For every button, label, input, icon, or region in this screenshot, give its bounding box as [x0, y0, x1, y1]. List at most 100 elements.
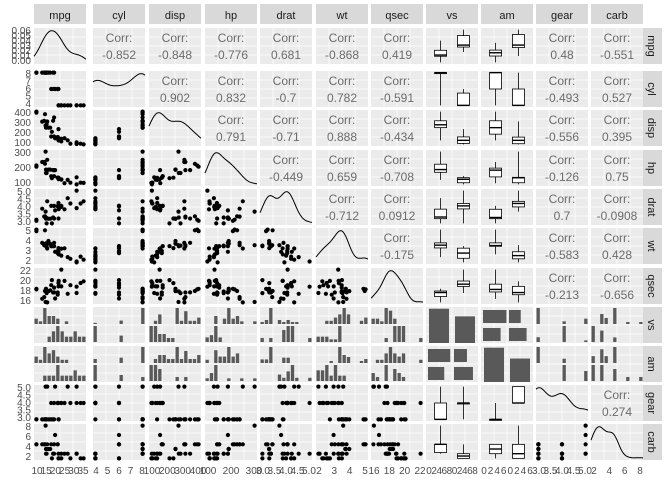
scatter-point: [344, 296, 349, 301]
histogram-bar: [282, 357, 286, 363]
x-tick-label: 300: [246, 466, 263, 477]
histogram-bar: [56, 365, 60, 381]
scatter-point: [65, 255, 70, 260]
y-tick-label: 8: [25, 69, 31, 80]
scatter-point: [281, 417, 286, 422]
scatter-point: [341, 384, 346, 389]
x-tick-label: 4: [494, 466, 500, 477]
scatter-point: [65, 177, 70, 182]
strip-right-gear: [640, 385, 662, 421]
scatter-point: [116, 283, 122, 288]
histogram-bar: [77, 336, 82, 342]
corr-label: Corr:: [273, 31, 300, 45]
scatter-point: [48, 167, 53, 172]
histogram-bar: [393, 353, 397, 363]
y-tick-label: 0.06: [12, 26, 32, 37]
scatter-point: [116, 400, 122, 406]
corr-value: -0.449: [269, 170, 303, 184]
scatter-point: [81, 103, 86, 108]
y-tick-label: 0.01: [12, 51, 32, 62]
scatter-point: [343, 286, 348, 291]
histogram-bar: [338, 314, 342, 324]
x-tick-label: 8: [637, 466, 643, 477]
scatter-point: [52, 174, 57, 179]
scatter-point: [93, 284, 98, 289]
x-tick-label: 6: [622, 466, 628, 477]
corr-value: -0.868: [325, 48, 359, 62]
scatter-point: [316, 384, 321, 389]
histogram-bar: [401, 353, 406, 363]
scatter-point: [212, 278, 217, 283]
scatter-point: [150, 283, 155, 288]
corr-value: -0.551: [600, 48, 634, 62]
histogram-bar: [73, 331, 77, 342]
scatter-point: [65, 103, 70, 108]
strip-top-wt: [316, 4, 368, 24]
histogram-bar: [119, 335, 123, 342]
scatter-point: [362, 417, 367, 422]
scatter-point: [207, 201, 212, 206]
histogram-bar: [158, 334, 162, 342]
scatter-point: [93, 138, 98, 143]
scatter-point: [215, 384, 220, 389]
corr-label: Corr:: [384, 231, 411, 245]
scatter-point: [56, 207, 61, 212]
scatter-point: [167, 221, 172, 226]
scatter-point: [323, 291, 328, 296]
histogram-bar: [56, 318, 60, 324]
scatter-point: [49, 442, 54, 447]
histogram-bar: [342, 308, 346, 324]
scatter-point: [157, 246, 162, 251]
scatter-point: [321, 400, 326, 406]
scatter-point: [43, 215, 49, 220]
scatter-point: [43, 209, 48, 214]
strip-right-carb: [640, 424, 662, 460]
scatter-point: [93, 188, 98, 193]
scatter-point: [40, 296, 45, 301]
histogram-bar: [231, 356, 235, 363]
y-tick-label: 0.04: [12, 36, 32, 47]
scatter-point: [279, 249, 284, 254]
scatter-point: [140, 246, 145, 251]
scatter-point: [59, 267, 64, 272]
boxplot-box: [489, 167, 502, 178]
scatter-point: [324, 400, 329, 406]
histogram-bar: [419, 338, 423, 342]
x-tick-label: 6: [116, 466, 122, 477]
scatter-point: [62, 400, 67, 406]
corr-value: -0.591: [380, 91, 414, 105]
histogram-bar: [209, 373, 214, 381]
scatter-point: [158, 181, 163, 186]
scatter-point: [396, 456, 401, 461]
histogram-bar: [325, 365, 329, 381]
scatter-point: [167, 244, 172, 249]
scatter-point: [252, 384, 257, 389]
scatter-point: [344, 442, 349, 447]
scatter-point: [52, 400, 57, 406]
scatter-point: [157, 203, 162, 208]
scatter-point: [371, 423, 376, 428]
scatter-point: [74, 384, 79, 389]
histogram-bar: [197, 355, 201, 363]
strip-right-qsec: [640, 268, 662, 304]
histogram-bar: [342, 355, 346, 363]
scatter-point: [339, 283, 344, 288]
histogram-bar: [149, 326, 153, 342]
histogram-bar: [158, 314, 162, 324]
scatter-point: [285, 244, 290, 249]
scatter-point: [40, 206, 45, 211]
scatter-point: [225, 384, 230, 389]
bar: [454, 349, 467, 362]
histogram-bar: [38, 359, 43, 363]
scatter-point: [279, 432, 284, 438]
scatter-point: [140, 423, 145, 428]
strip-top-hp: [205, 4, 257, 24]
scatter-point: [289, 256, 294, 261]
bar: [509, 310, 521, 323]
scatter-point: [74, 400, 79, 406]
scatter-point: [116, 136, 122, 141]
bar: [483, 310, 507, 323]
scatter-point: [59, 246, 64, 251]
scatter-point: [116, 216, 122, 221]
scatter-point: [56, 216, 61, 221]
